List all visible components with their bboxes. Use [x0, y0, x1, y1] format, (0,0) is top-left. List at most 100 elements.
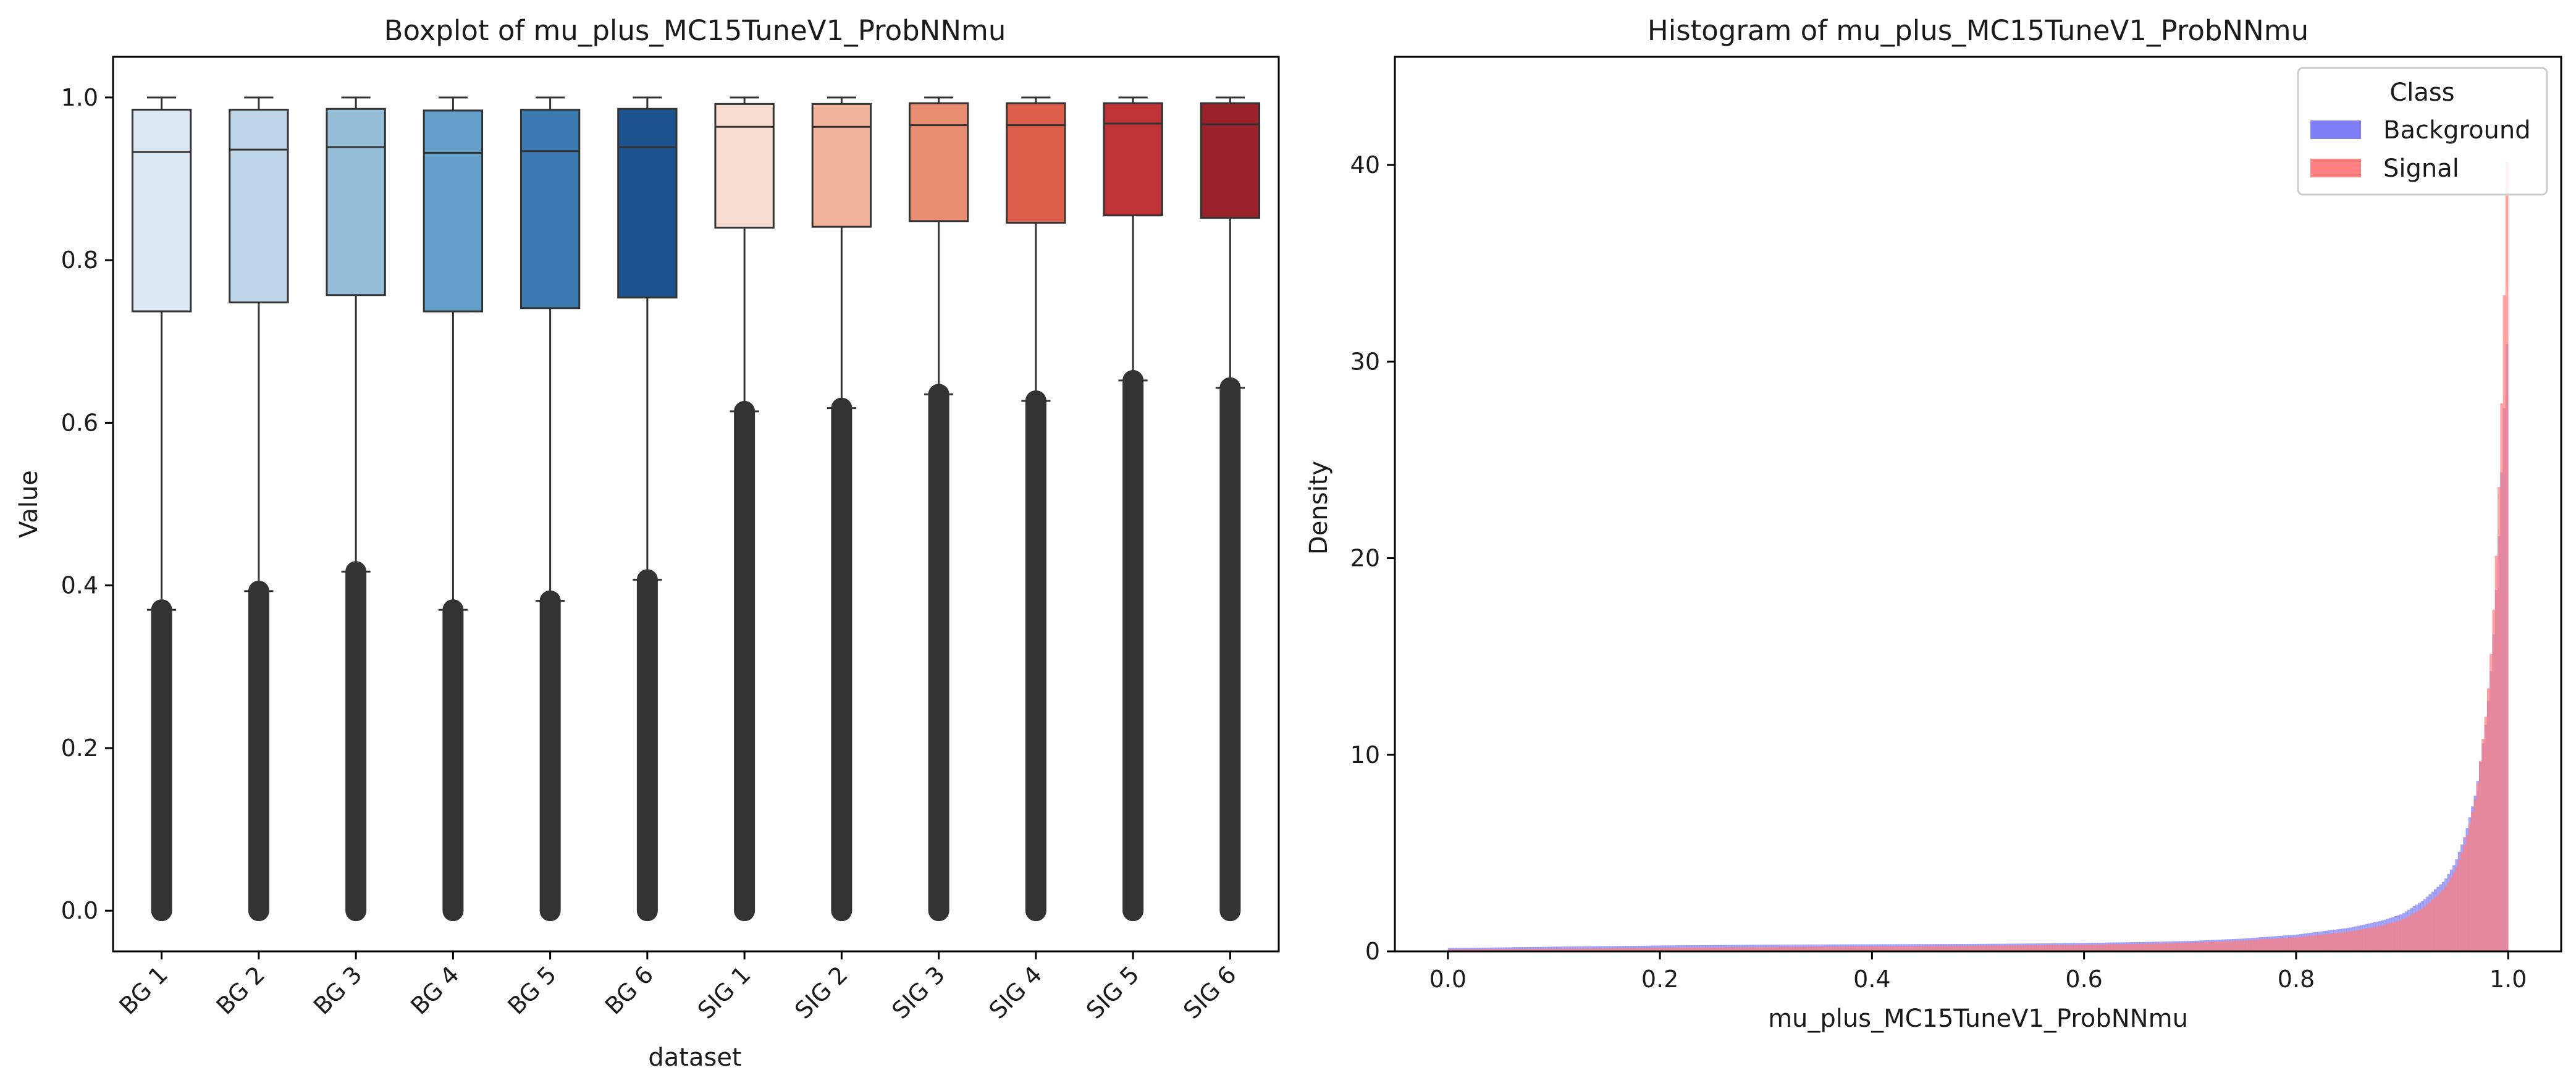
- histogram-x-tick-label: 0.6: [2065, 966, 2102, 993]
- histogram-bar-signal: [2007, 945, 2010, 951]
- histogram-bar-signal: [1776, 946, 1780, 951]
- histogram-bar-signal: [1906, 946, 1909, 951]
- histogram-bar-signal: [2415, 911, 2418, 951]
- histogram-panel: Histogram of mu_plus_MC15TuneV1_ProbNNmu…: [1305, 14, 2562, 1033]
- histogram-bar-signal: [2498, 487, 2501, 951]
- histogram-bar-signal: [2258, 939, 2262, 951]
- histogram-bar-signal: [1660, 948, 1663, 951]
- histogram-bar-signal: [2349, 931, 2352, 951]
- histogram-bar-signal: [1726, 947, 1730, 951]
- histogram-bar-signal: [1646, 948, 1650, 951]
- histogram-bar-signal: [1712, 947, 1716, 951]
- histogram-bar-signal: [1506, 949, 1509, 951]
- histogram-bar-signal: [2322, 934, 2326, 951]
- histogram-bar-signal: [1488, 949, 1491, 951]
- histogram-bar-signal: [1755, 947, 1759, 951]
- histogram-bar-signal: [1890, 946, 1894, 951]
- histogram-bar-signal: [2365, 929, 2368, 951]
- histogram-bar-signal: [2473, 799, 2477, 951]
- histogram-bar-signal: [2004, 945, 2008, 951]
- histogram-bar-signal: [1530, 948, 1533, 951]
- histogram-bar-signal: [2275, 938, 2278, 951]
- histogram-bar-signal: [2346, 932, 2350, 951]
- histogram-bar-signal: [1956, 946, 1960, 951]
- histogram-bar-signal: [1997, 945, 2000, 951]
- histogram-bar-signal: [1492, 949, 1496, 951]
- histogram-bar-signal: [2039, 945, 2042, 951]
- histogram-bar-signal: [1514, 949, 1517, 951]
- histogram-bar-signal: [1911, 946, 1915, 951]
- histogram-bar-signal: [2026, 945, 2029, 951]
- histogram-bar-signal: [2373, 927, 2376, 951]
- histogram-bar-signal: [2341, 932, 2344, 951]
- histogram-bar-signal: [1450, 949, 1454, 951]
- histogram-bar-signal: [1541, 948, 1544, 951]
- histogram-bar-signal: [1811, 946, 1814, 951]
- histogram-bar-signal: [2137, 943, 2140, 951]
- histogram-bar-signal: [2312, 935, 2315, 951]
- histogram-bar-signal: [2243, 940, 2246, 951]
- histogram-bar-signal: [2192, 942, 2196, 951]
- histogram-bar-signal: [1607, 948, 1610, 951]
- histogram-bar-signal: [1856, 946, 1859, 951]
- histogram-bar-signal: [2060, 945, 2063, 951]
- histogram-bar-signal: [1601, 948, 1605, 951]
- histogram-x-tick-label: 1.0: [2490, 966, 2527, 993]
- histogram-bar-signal: [1782, 946, 1785, 951]
- histogram-bar-signal: [1808, 946, 1812, 951]
- histogram-legend: Class Background Signal: [2297, 67, 2548, 196]
- histogram-bar-signal: [1967, 945, 1971, 951]
- histogram-bar-signal: [1985, 945, 1989, 951]
- histogram-bar-signal: [2018, 945, 2021, 951]
- histogram-bar-signal: [1498, 949, 1502, 951]
- histogram-bar-signal: [1575, 948, 1578, 951]
- histogram-bar-signal: [1763, 947, 1767, 951]
- histogram-bar-signal: [1593, 948, 1597, 951]
- histogram-bar-signal: [1975, 945, 1979, 951]
- histogram-bar-signal: [2293, 937, 2297, 951]
- histogram-bar-signal: [1874, 946, 1878, 951]
- histogram-bar-signal: [2113, 944, 2116, 951]
- histogram-bar-signal: [2010, 945, 2013, 951]
- histogram-bar-signal: [2267, 938, 2270, 951]
- histogram-bar-signal: [2073, 945, 2077, 951]
- histogram-bar-signal: [1731, 947, 1735, 951]
- histogram-bar-signal: [2084, 945, 2087, 951]
- boxplot-plot-area: [131, 96, 1261, 922]
- legend-label-background: Background: [2383, 116, 2531, 145]
- histogram-bar-signal: [2394, 922, 2397, 951]
- histogram-bar-signal: [2206, 941, 2209, 951]
- histogram-bar-signal: [2254, 940, 2257, 951]
- histogram-bar-signal: [1501, 949, 1504, 951]
- histogram-bar-signal: [2444, 886, 2448, 951]
- histogram-bar-signal: [2296, 937, 2299, 951]
- histogram-bar-signal: [1742, 947, 1745, 951]
- histogram-bar-signal: [1620, 948, 1623, 951]
- histogram-bar-signal: [2389, 923, 2392, 951]
- histogram-bar-signal: [2270, 938, 2273, 951]
- histogram-bar-signal: [1551, 948, 1554, 951]
- histogram-bar-signal: [2079, 945, 2082, 951]
- histogram-bar-signal: [1800, 946, 1804, 951]
- histogram-bar-signal: [2463, 845, 2466, 951]
- histogram-bar-signal: [2049, 945, 2053, 951]
- histogram-bar-signal: [1673, 948, 1677, 951]
- histogram-bar-signal: [1702, 947, 1706, 951]
- histogram-bar-signal: [1903, 946, 1907, 951]
- histogram-bar-signal: [1570, 948, 1573, 951]
- histogram-bar-signal: [1753, 947, 1756, 951]
- histogram-bar-signal: [1689, 947, 1692, 951]
- histogram-bar-signal: [2097, 944, 2100, 951]
- histogram-bar-signal: [1623, 948, 1626, 951]
- histogram-bar-signal: [2428, 902, 2432, 951]
- histogram-bar-signal: [2490, 654, 2493, 951]
- histogram-bar-signal: [1736, 947, 1740, 951]
- histogram-bar-signal: [2068, 945, 2071, 951]
- histogram-bar-signal: [2277, 938, 2281, 951]
- histogram-bar-signal: [1734, 947, 1737, 951]
- histogram-bar-signal: [2264, 939, 2268, 951]
- histogram-y-axis-label: Density: [1305, 461, 1333, 555]
- histogram-bar-signal: [1840, 946, 1843, 951]
- histogram-bar-signal: [2139, 943, 2143, 951]
